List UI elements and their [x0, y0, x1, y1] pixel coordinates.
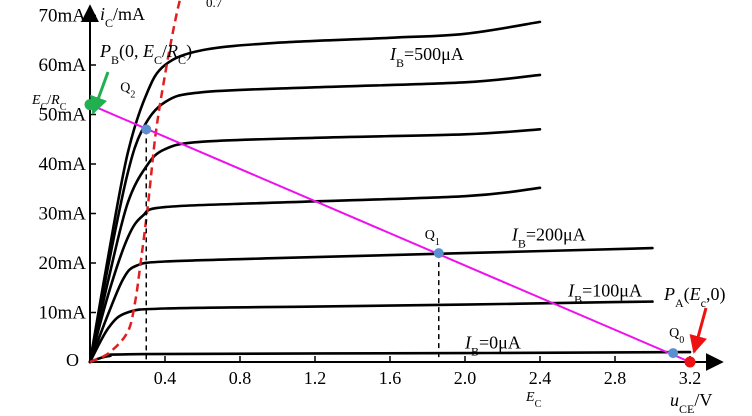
- x-tick-label: 2.8: [604, 368, 627, 388]
- ib-curve: [88, 73, 542, 364]
- curve-label: IB=500μA: [389, 44, 464, 70]
- y-tick-label: 60mA: [39, 55, 87, 76]
- ib-curve: [88, 246, 654, 364]
- curve-label: IB=100μA: [567, 281, 642, 307]
- ec-rc-label: EC/RC: [31, 93, 67, 113]
- q-points: Q2 Q1 Q0: [120, 80, 684, 359]
- x-axis-label: uCE/V: [670, 390, 712, 416]
- saturation-boundary-line: [89, 0, 182, 364]
- x-tick-label: 2.4: [529, 368, 552, 388]
- x-tick-label: 3.2: [679, 368, 702, 388]
- x-tick-label: 0.8: [229, 368, 252, 388]
- pa-annotation: PA(Ec,0): [663, 284, 726, 310]
- load-line: [89, 103, 691, 363]
- x-tick-label: 0.4: [154, 368, 177, 388]
- q-drop-lines: [145, 129, 440, 362]
- y-tick-label: 70mA: [39, 6, 87, 27]
- y-tick-label: 30mA: [39, 204, 87, 225]
- ib-curves: [88, 20, 692, 364]
- y-ticks: 10mA 20mA 30mA 40mA 50mA 60mA 70mA: [39, 6, 96, 324]
- origin-label: O: [66, 350, 79, 370]
- ib-curve: [88, 20, 542, 364]
- ec-axis-label: EC: [525, 390, 542, 410]
- top-fragment-text: 0.7: [206, 0, 223, 10]
- pb-arrow: [90, 71, 110, 115]
- q-point-marker: [668, 348, 679, 359]
- curve-labels: IB=500μA IB=200μA IB=100μA IB=0μA: [389, 44, 642, 359]
- y-tick-label: 50mA: [39, 105, 87, 126]
- x-tick-label: 1.2: [304, 368, 327, 388]
- ib-curve: [88, 128, 542, 364]
- q-point-label: Q0: [669, 326, 684, 346]
- x-tick-label: 2.0: [454, 368, 477, 388]
- pa-arrow: [689, 307, 708, 354]
- curve-label: IB=200μA: [511, 225, 586, 251]
- q-point-label: Q2: [120, 80, 135, 100]
- curve-label: IB=0μA: [464, 333, 521, 359]
- y-tick-label: 10mA: [39, 303, 87, 324]
- q-point-marker: [433, 248, 444, 259]
- endpoint-marker: [684, 356, 696, 368]
- q-point-marker: [141, 124, 152, 135]
- y-tick-label: 40mA: [39, 154, 87, 175]
- y-tick-label: 20mA: [39, 253, 87, 274]
- pb-annotation: PB(0, EC/RC): [99, 41, 192, 67]
- x-tick-label: 1.6: [379, 368, 402, 388]
- x-ticks: 0.4 0.8 1.2 1.6 2.0 2.4 2.8 3.2: [154, 356, 702, 388]
- y-axis-label: iC/mA: [100, 4, 145, 30]
- q-point-label: Q1: [425, 228, 440, 248]
- ib-curve: [88, 300, 654, 364]
- ib-curve: [88, 186, 542, 364]
- ib-curve: [88, 350, 692, 364]
